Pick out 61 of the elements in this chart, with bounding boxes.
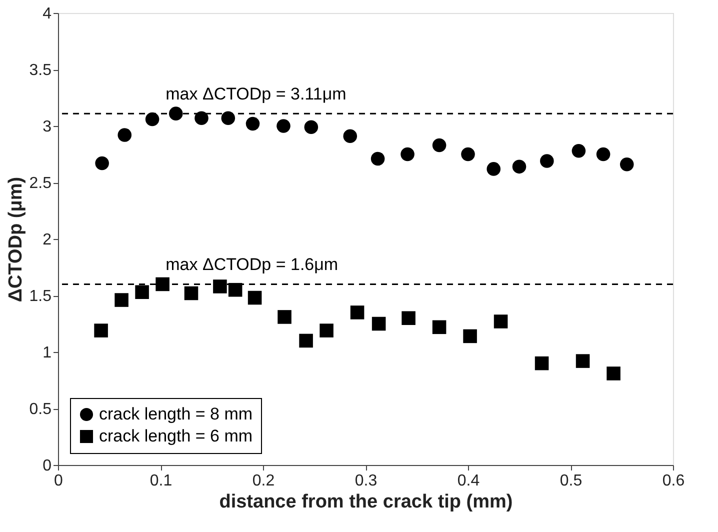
point bbox=[299, 334, 313, 348]
y-tick-label: 3 bbox=[42, 118, 52, 136]
x-tick-label: 0.5 bbox=[560, 472, 582, 490]
x-tick-label: 0.3 bbox=[354, 472, 378, 490]
point bbox=[372, 316, 386, 331]
point bbox=[194, 111, 208, 125]
point bbox=[278, 310, 292, 324]
point bbox=[350, 306, 364, 320]
point bbox=[402, 311, 416, 325]
point bbox=[343, 129, 358, 144]
point bbox=[463, 329, 477, 344]
point bbox=[156, 277, 170, 292]
y-tick-label: 2 bbox=[42, 232, 52, 248]
point bbox=[572, 144, 586, 158]
y-tick-label: 2.5 bbox=[29, 175, 52, 192]
y-tick-label: 1 bbox=[42, 344, 52, 362]
point bbox=[400, 147, 414, 162]
point bbox=[246, 116, 260, 131]
point bbox=[534, 356, 549, 370]
point bbox=[248, 290, 262, 305]
point bbox=[304, 120, 318, 134]
y-tick-label: 0.5 bbox=[29, 401, 52, 418]
point bbox=[95, 156, 109, 170]
point bbox=[432, 320, 446, 334]
point bbox=[596, 147, 610, 162]
point bbox=[370, 152, 385, 166]
y-tick-label: 4 bbox=[42, 6, 52, 22]
x-axis-title: distance from the crack tip (mm) bbox=[219, 492, 513, 512]
legend-label: crack length = 6 mm bbox=[99, 426, 253, 446]
point bbox=[118, 128, 132, 142]
point bbox=[213, 280, 227, 294]
x-tick-label: 0 bbox=[54, 472, 64, 490]
point bbox=[276, 119, 290, 133]
x-tick-label: 0.2 bbox=[252, 472, 275, 490]
x-tick-label: 0.1 bbox=[150, 472, 172, 490]
point bbox=[168, 106, 183, 120]
ref-line-label: max ΔCTODp = 1.6μm bbox=[166, 255, 338, 274]
point bbox=[512, 160, 526, 174]
point bbox=[461, 147, 475, 162]
y-axis-title: ΔCTODp (μm) bbox=[5, 176, 26, 302]
x-tick-label: 0.4 bbox=[457, 472, 480, 490]
point bbox=[221, 111, 236, 125]
point bbox=[620, 158, 634, 172]
point bbox=[94, 324, 108, 338]
point bbox=[184, 286, 198, 300]
y-tick-label: 3.5 bbox=[29, 62, 52, 79]
legend-label: crack length = 8 mm bbox=[99, 404, 253, 424]
point bbox=[145, 112, 160, 126]
ref-line-label: max ΔCTODp = 3.11μm bbox=[166, 84, 346, 104]
point bbox=[540, 154, 554, 168]
point bbox=[114, 293, 128, 307]
point bbox=[320, 324, 334, 338]
point bbox=[135, 285, 149, 299]
y-tick-label: 0 bbox=[42, 458, 52, 474]
point bbox=[606, 366, 620, 380]
y-tick-label: 1.5 bbox=[29, 288, 52, 305]
point bbox=[494, 314, 508, 328]
x-tick-label: 0.6 bbox=[662, 472, 685, 490]
point bbox=[576, 354, 590, 368]
point bbox=[486, 162, 501, 176]
point bbox=[432, 138, 446, 152]
